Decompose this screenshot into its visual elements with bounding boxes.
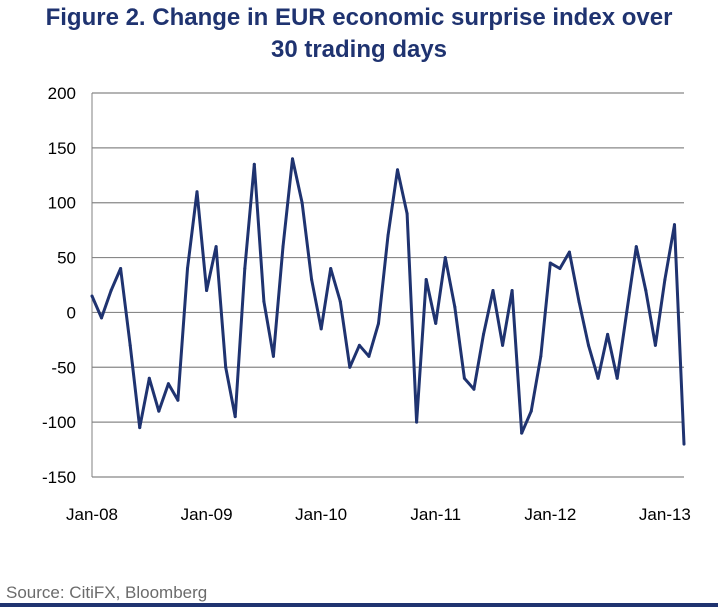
data-point [357,343,361,347]
x-tick-label: Jan-09 [181,505,233,524]
data-point [424,278,428,282]
data-point [596,376,600,380]
data-point [634,245,638,249]
data-point [510,288,514,292]
x-tick-label: Jan-11 [410,505,461,524]
data-point [481,332,485,336]
data-point [472,387,476,391]
data-point [376,321,380,325]
data-point [606,332,610,336]
y-tick-label: 50 [57,249,76,268]
y-axis-tick-labels: 200 150 100 50 0 -50 -100 -150 [42,84,76,487]
data-point [271,354,275,358]
series-line [90,157,686,445]
data-point [100,316,104,320]
data-point [243,267,247,271]
data-point [214,245,218,249]
data-point [396,168,400,172]
y-tick-label: 0 [67,303,76,322]
y-tick-label: -150 [42,468,76,487]
data-point [262,299,266,303]
chart-title: Figure 2. Change in EUR economic surpris… [0,2,718,66]
data-point [529,409,533,413]
data-point [338,299,342,303]
data-point [567,250,571,254]
data-point [501,343,505,347]
data-point [682,442,686,446]
chart-title-line-2: 30 trading days [270,36,448,63]
data-point [300,201,304,205]
data-point [310,278,314,282]
data-point [548,261,552,265]
data-point [520,431,524,435]
data-point [644,288,648,292]
y-tick-label: 200 [48,84,76,103]
data-point [577,299,581,303]
x-axis-tick-labels: Jan-08 Jan-09 Jan-10 Jan-11 Jan-12 Jan-13 [66,505,691,524]
data-point [119,267,123,271]
data-point [138,426,142,430]
data-point [319,327,323,331]
data-point [415,420,419,424]
x-tick-label: Jan-10 [295,505,347,524]
data-point [252,162,256,166]
x-tick-label: Jan-12 [524,505,576,524]
data-point [128,343,132,347]
data-point [539,354,543,358]
data-point [195,190,199,194]
x-tick-label: Jan-08 [66,505,118,524]
data-point [443,256,447,260]
data-point [205,288,209,292]
data-point [405,212,409,216]
data-point [233,415,237,419]
data-point [672,223,676,227]
y-tick-label: -100 [42,413,76,432]
data-point [176,398,180,402]
data-point [462,376,466,380]
data-point [367,354,371,358]
data-point [147,376,151,380]
data-points [90,157,686,446]
data-point [558,267,562,271]
data-point [663,278,667,282]
chart-title-line-1: Figure 2. Change in EUR economic surpris… [45,4,673,31]
data-point [587,343,591,347]
data-point [491,288,495,292]
y-tick-label: 100 [48,194,76,213]
data-point [90,294,94,298]
x-tick-label: Jan-13 [639,505,691,524]
y-tick-label: -50 [51,358,76,377]
data-point [224,365,228,369]
gridlines [92,92,684,478]
data-point [625,310,629,314]
data-point [291,157,295,161]
y-tick-label: 150 [48,139,76,158]
data-point [185,267,189,271]
data-point [615,376,619,380]
data-point [166,382,170,386]
data-point [157,409,161,413]
data-point [453,305,457,309]
bottom-rule [0,603,718,607]
data-point [109,288,113,292]
data-point [434,321,438,325]
data-point [386,234,390,238]
data-point [348,365,352,369]
data-point [281,245,285,249]
source-note: Source: CitiFX, Bloomberg [6,583,208,602]
data-point [329,267,333,271]
data-point [653,343,657,347]
